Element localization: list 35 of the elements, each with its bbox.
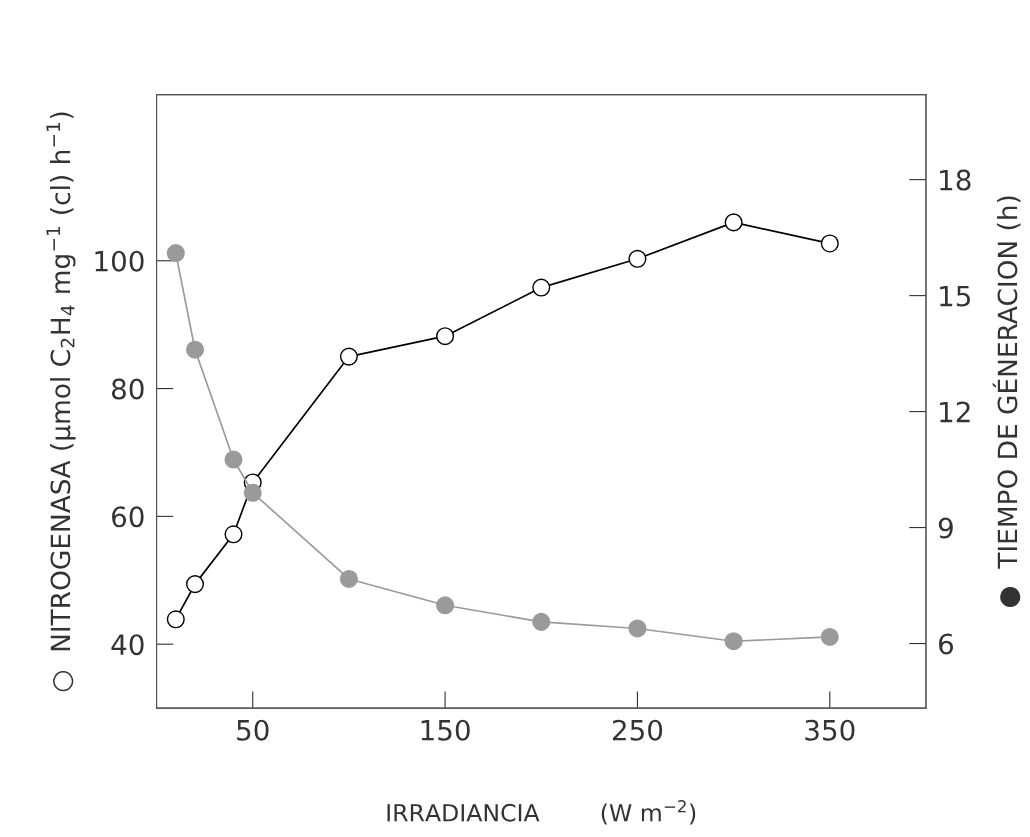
point — [820, 627, 839, 646]
point — [532, 278, 551, 297]
x-tick-label: 350 — [805, 719, 855, 741]
point — [820, 234, 839, 253]
point — [532, 612, 551, 631]
point — [724, 632, 743, 651]
point — [166, 244, 185, 263]
x-tick-label: 50 — [237, 719, 269, 741]
x-axis-title: IRRADIANCIA (W m$^{−2}$) — [387, 800, 696, 825]
point — [186, 340, 205, 359]
x-tick-label: 150 — [421, 719, 470, 741]
y-tick-label: 60 — [112, 506, 144, 528]
y2-axis-title: ● TIEMPO DE GÉNERACION (h) — [992, 196, 1021, 608]
point — [243, 483, 262, 502]
y-tick-label: 80 — [111, 378, 144, 400]
y-tick-label: 40 — [111, 634, 144, 656]
x-tick-label: 250 — [612, 719, 663, 741]
y2-tick-label: 9 — [938, 517, 953, 539]
point — [339, 569, 358, 589]
y2-tick-label: 6 — [939, 633, 954, 655]
y-tick-label: 100 — [95, 250, 144, 272]
y2-tick-label: 12 — [940, 401, 970, 423]
point — [628, 249, 647, 268]
point — [186, 575, 205, 594]
point — [224, 450, 243, 469]
point — [724, 213, 743, 232]
point — [436, 596, 455, 615]
point — [339, 347, 358, 366]
y2-tick-label: 18 — [940, 169, 971, 191]
point — [436, 327, 455, 346]
point — [166, 610, 185, 629]
y2-tick-label: 15 — [940, 285, 970, 307]
point — [224, 525, 243, 544]
point — [628, 619, 647, 638]
text: ○ NITROGENASA (μmol C$_{2}$H$_{4}$ mg$^{−1}$ (cl) h$^{−1}$) — [46, 112, 76, 692]
